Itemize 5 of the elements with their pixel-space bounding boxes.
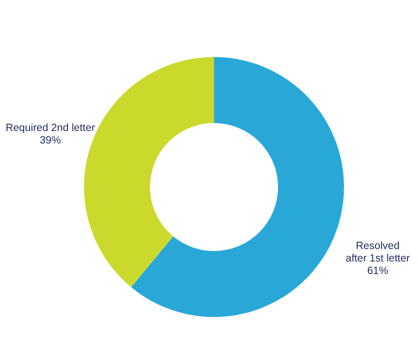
data-label: 61%	[367, 264, 388, 277]
slice-label: Resolved after 1st letter	[346, 240, 410, 264]
slice-label: Required 2nd letter	[6, 122, 96, 134]
donut-slice	[131, 57, 344, 317]
data-label: 39%	[40, 134, 61, 147]
